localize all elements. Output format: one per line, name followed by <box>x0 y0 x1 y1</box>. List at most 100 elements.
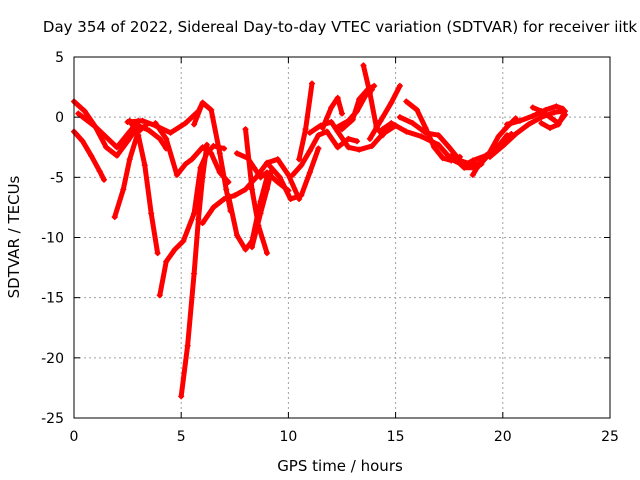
data-point <box>231 192 238 199</box>
data-point <box>302 126 309 133</box>
data-point <box>101 176 108 183</box>
data-point <box>191 210 198 217</box>
data-point <box>504 132 511 139</box>
y-tick-label: -10 <box>41 231 64 247</box>
data-point <box>306 129 313 136</box>
data-point <box>345 135 352 142</box>
data-point <box>555 121 562 128</box>
y-tick-label: -5 <box>50 170 64 186</box>
data-point <box>203 141 210 148</box>
data-point <box>345 144 352 151</box>
data-point <box>538 114 545 121</box>
data-point <box>366 135 373 142</box>
data-point <box>308 80 315 87</box>
data-point <box>529 112 536 119</box>
data-point <box>242 246 249 253</box>
x-tick-label: 0 <box>70 429 79 445</box>
data-point <box>88 152 95 159</box>
data-point <box>546 114 553 121</box>
data-point <box>349 116 356 123</box>
data-point <box>328 118 335 125</box>
data-point <box>191 121 198 128</box>
data-point <box>182 120 189 127</box>
series-sat-a <box>71 128 108 183</box>
data-point <box>356 96 363 103</box>
data-point <box>388 99 395 106</box>
data-point <box>339 126 345 133</box>
x-tick-label: 20 <box>494 429 512 445</box>
data-point <box>339 110 345 117</box>
series-sat-t <box>319 94 345 131</box>
x-tick-label: 5 <box>177 429 186 445</box>
data-point <box>499 143 506 150</box>
chart-title: Day 354 of 2022, Sidereal Day-to-day VTE… <box>43 18 638 36</box>
data-point <box>167 129 174 136</box>
data-point <box>242 186 249 193</box>
series-line <box>367 83 403 142</box>
data-point <box>315 132 322 139</box>
data-point <box>135 132 142 139</box>
data-point <box>403 128 410 135</box>
data-point <box>446 144 453 151</box>
data-point <box>242 126 249 133</box>
data-point <box>486 153 493 160</box>
data-point <box>435 132 442 139</box>
data-point <box>188 156 195 163</box>
x-tick-label: 15 <box>387 429 405 445</box>
data-point <box>263 159 270 166</box>
data-point <box>435 141 442 148</box>
data-point <box>439 155 446 162</box>
data-point <box>257 210 264 217</box>
data-point <box>371 82 378 89</box>
data-point <box>431 144 438 151</box>
data-point <box>223 186 230 193</box>
data-point <box>356 146 363 153</box>
data-point <box>113 152 120 159</box>
data-point <box>263 250 270 257</box>
data-point <box>184 342 191 349</box>
series-sat-i <box>178 141 210 400</box>
series-sat-ag <box>538 108 568 131</box>
data-point <box>538 108 545 115</box>
data-point <box>315 145 322 152</box>
series-sat-q <box>289 128 361 178</box>
data-point <box>553 103 560 110</box>
y-axis-label: SDTVAR / TECUs <box>5 175 23 298</box>
data-point <box>156 292 163 299</box>
data-point <box>199 174 206 181</box>
data-point <box>388 120 395 127</box>
series-sat-ac <box>469 132 511 178</box>
y-tick-label: 5 <box>55 50 64 66</box>
data-point <box>233 150 240 157</box>
data-point <box>403 98 410 105</box>
data-point <box>328 104 335 111</box>
data-point <box>461 164 468 171</box>
data-point <box>319 124 326 131</box>
data-point <box>298 192 305 199</box>
data-point <box>146 127 153 134</box>
data-point <box>210 143 217 150</box>
data-point <box>79 138 86 145</box>
data-point <box>81 108 88 115</box>
x-tick-label: 10 <box>279 429 297 445</box>
data-point <box>323 128 330 135</box>
data-point <box>274 156 281 163</box>
data-point <box>178 393 185 400</box>
data-point <box>296 156 303 163</box>
data-point <box>561 108 568 115</box>
y-tick-label: -20 <box>41 351 64 367</box>
data-point <box>191 270 198 277</box>
data-point <box>120 186 127 193</box>
data-point <box>538 120 545 127</box>
data-point <box>366 90 373 97</box>
data-point <box>512 131 519 138</box>
series-line <box>290 129 360 178</box>
data-point <box>418 133 425 140</box>
data-point <box>469 171 476 178</box>
series-line <box>71 99 169 159</box>
data-point <box>221 195 228 202</box>
data-point <box>306 147 313 154</box>
series-sat-l <box>225 174 270 253</box>
